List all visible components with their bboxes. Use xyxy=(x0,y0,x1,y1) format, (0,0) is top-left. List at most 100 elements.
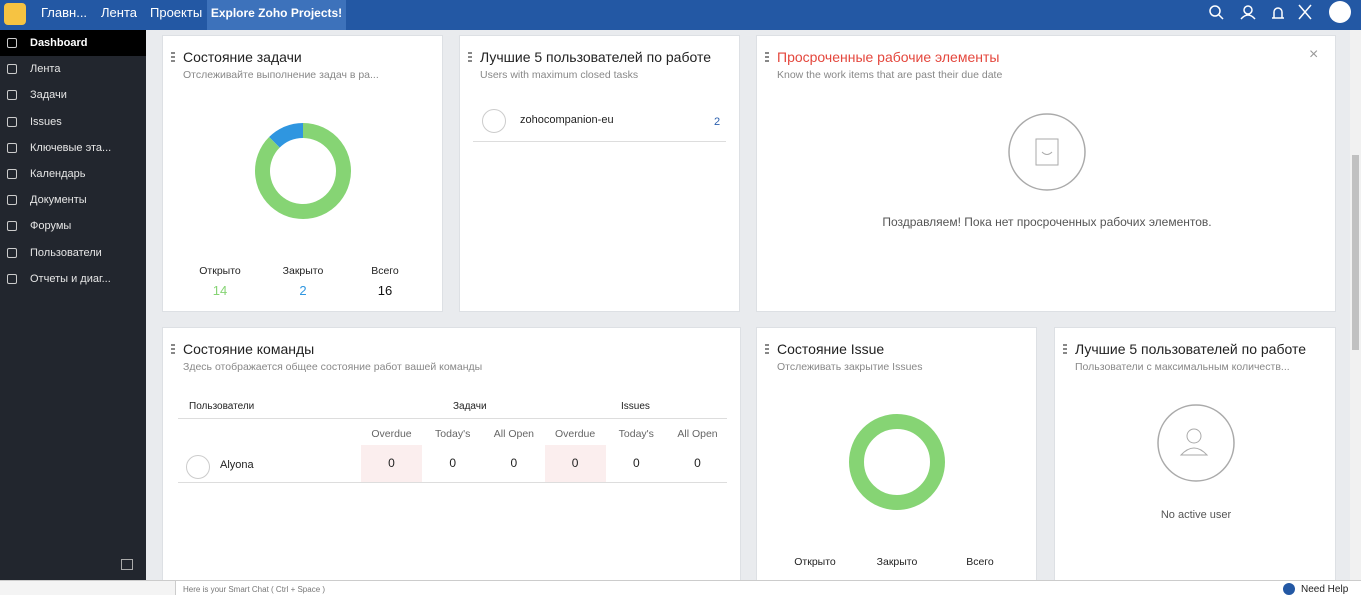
user-count[interactable]: 2 xyxy=(714,116,721,128)
card-subtitle: Здесь отображается общее состояние работ… xyxy=(183,361,483,373)
dashboard: Состояние задачи Отслеживайте выполнение… xyxy=(146,30,1350,580)
cell-value[interactable]: 0 xyxy=(632,456,640,470)
card-title: Состояние задачи xyxy=(183,49,302,65)
empty-icon xyxy=(1157,404,1235,482)
column-group: Пользователи xyxy=(189,401,255,412)
nav-item[interactable]: Лента xyxy=(101,5,137,20)
donut-chart xyxy=(255,123,351,219)
sidebar-icon xyxy=(7,169,17,179)
card-subtitle: Отслеживать закрытие Issues xyxy=(777,361,923,373)
logo[interactable] xyxy=(4,3,26,25)
drag-handle[interactable] xyxy=(171,344,175,354)
column-header: All Open xyxy=(493,428,535,440)
nav-item[interactable]: Проекты xyxy=(150,5,203,20)
team-status-card: Состояние команды Здесь отображается общ… xyxy=(162,327,741,580)
empty-message: Поздравляем! Пока нет просроченных рабоч… xyxy=(882,215,1212,229)
footer: Here is your Smart Chat ( Ctrl + Space )… xyxy=(0,580,1361,595)
sidebar-item[interactable]: Задачи xyxy=(0,82,146,108)
sidebar-icon xyxy=(7,195,17,206)
drag-handle[interactable] xyxy=(765,344,769,354)
column-header: Overdue xyxy=(554,428,596,440)
sidebar-icon xyxy=(7,247,17,258)
sidebar-item[interactable]: Issues xyxy=(0,109,146,135)
stat-value: 16 xyxy=(377,283,393,298)
chat-tabs[interactable] xyxy=(0,581,176,595)
sidebar-item[interactable]: Календарь xyxy=(0,161,146,187)
cell-value[interactable]: 0 xyxy=(361,445,422,482)
empty-message: No active user xyxy=(1160,509,1232,521)
close-button[interactable]: × xyxy=(1309,46,1319,63)
empty-icon xyxy=(1008,113,1086,191)
cell-value[interactable]: 0 xyxy=(544,445,606,482)
scrollbar[interactable] xyxy=(1350,30,1361,580)
stat-label: Открыто xyxy=(199,265,241,277)
sidebar-icon xyxy=(7,142,17,153)
bell-icon[interactable] xyxy=(1272,7,1284,19)
sidebar-item[interactable]: Ключевые эта... xyxy=(0,135,146,161)
smart-chat[interactable]: Here is your Smart Chat ( Ctrl + Space ) xyxy=(183,585,326,594)
stat-label: Всего xyxy=(371,265,399,277)
stat-value[interactable]: 2 xyxy=(299,283,307,298)
stat-label: Открыто xyxy=(794,556,836,568)
donut-segment xyxy=(255,123,351,219)
stat-label: Закрыто xyxy=(282,265,324,277)
stat-value[interactable]: 14 xyxy=(212,283,228,298)
nav-item[interactable]: Главн... xyxy=(41,5,88,20)
sidebar-icon xyxy=(7,273,17,284)
help-link[interactable]: Need Help xyxy=(1301,584,1349,595)
collapse-button[interactable] xyxy=(121,559,133,570)
stat-label: Всего xyxy=(966,556,994,568)
sidebar-item[interactable]: Документы xyxy=(0,187,146,213)
cell-value[interactable]: 0 xyxy=(694,456,701,470)
column-header: Overdue xyxy=(371,428,412,440)
top-bar: Главн... Лента Проекты Explore Zoho Proj… xyxy=(0,0,1361,30)
donut-chart xyxy=(849,414,945,510)
drag-handle[interactable] xyxy=(1063,344,1067,354)
column-group: Задачи xyxy=(453,401,487,412)
overdue-card: Просроченные рабочие элементы Know the w… xyxy=(756,35,1336,312)
issue-status-card: Состояние Issue Отслеживать закрытие Iss… xyxy=(756,327,1037,580)
column-header: Today's xyxy=(435,428,471,440)
donut-segment xyxy=(269,123,304,148)
user-icon[interactable] xyxy=(1243,5,1253,15)
card-title: Состояние Issue xyxy=(777,341,885,357)
avatar[interactable] xyxy=(1329,1,1351,23)
card-subtitle: Отслеживайте выполнение задач в ра... xyxy=(183,69,379,81)
card-title: Лучшие 5 пользователей по работе xyxy=(480,49,711,65)
column-group: Issues xyxy=(621,401,650,412)
divider xyxy=(473,141,726,142)
card-subtitle: Пользователи с максимальным количеств... xyxy=(1075,361,1290,373)
drag-handle[interactable] xyxy=(765,52,769,62)
sidebar-icon xyxy=(7,90,17,101)
card-subtitle: Users with maximum closed tasks xyxy=(480,69,639,81)
user-avatar xyxy=(186,455,210,479)
sidebar-icon xyxy=(7,38,17,48)
cell-value[interactable]: 0 xyxy=(510,456,518,470)
sidebar-item[interactable]: Лента xyxy=(0,56,146,82)
sidebar-item[interactable]: Пользователи xyxy=(0,240,146,266)
top-users-issues-card: Лучшие 5 пользователей по работе Пользов… xyxy=(1054,327,1336,580)
sidebar-item[interactable]: Dashboard xyxy=(0,30,146,56)
card-title: Просроченные рабочие элементы xyxy=(777,49,1000,65)
tools-icon[interactable] xyxy=(1298,4,1312,20)
sidebar: Dashboard Лента Задачи Issues Ключевые эта..… xyxy=(0,30,146,580)
cell-value[interactable]: 0 xyxy=(449,456,457,470)
sidebar-icon xyxy=(7,221,17,232)
drag-handle[interactable] xyxy=(171,52,175,62)
card-title: Лучшие 5 пользователей по работе xyxy=(1075,341,1306,357)
column-header: Today's xyxy=(618,428,654,440)
nav-item[interactable]: Explore Zoho Projects! xyxy=(207,0,346,30)
card-title: Состояние команды xyxy=(183,341,315,357)
search-icon[interactable] xyxy=(1209,5,1221,17)
divider xyxy=(178,418,727,419)
help-icon xyxy=(1283,583,1295,595)
stat-label: Закрыто xyxy=(876,556,918,568)
sidebar-icon xyxy=(7,64,17,75)
sidebar-item[interactable]: Отчеты и диаг... xyxy=(0,266,146,292)
user-name[interactable]: zohocompanion-eu xyxy=(520,114,614,126)
sidebar-item[interactable]: Форумы xyxy=(0,213,146,239)
divider xyxy=(178,482,727,483)
user-avatar xyxy=(482,109,506,133)
column-header: All Open xyxy=(677,428,718,440)
drag-handle[interactable] xyxy=(468,52,472,62)
